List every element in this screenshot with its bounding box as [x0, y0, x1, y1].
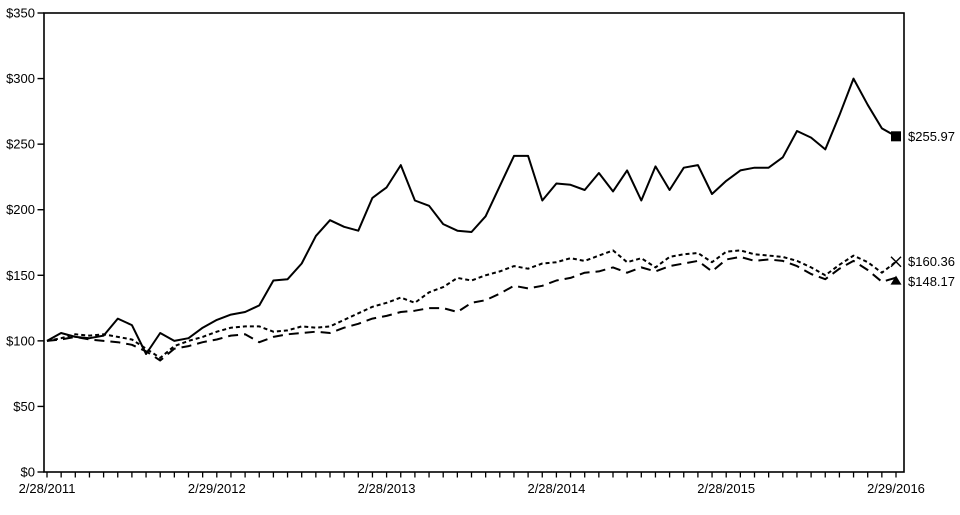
x-axis-label: 2/29/2012: [188, 481, 246, 496]
square-end-marker: [891, 131, 901, 142]
y-axis-label: $350: [6, 6, 35, 21]
x-axis-label: 2/28/2011: [19, 481, 76, 496]
long-dashed-line-series: [46, 255, 897, 362]
y-axis-label: $200: [6, 202, 35, 217]
y-axis-label: $0: [21, 465, 35, 480]
triangle-end-marker: [890, 275, 902, 285]
x-axis-label: 2/28/2013: [358, 481, 416, 496]
y-axis-label: $100: [6, 333, 35, 348]
y-axis-label: $300: [6, 71, 35, 86]
series-end-value-label: $148.17: [908, 274, 955, 289]
x-axis-label: 2/29/2016: [867, 481, 925, 496]
x-axis-label: 2/28/2015: [697, 481, 755, 496]
y-axis-label: $250: [6, 137, 35, 152]
x-axis-label: 2/28/2014: [527, 481, 585, 496]
plot-border: [43, 12, 905, 473]
x-end-marker: [890, 256, 902, 268]
series-end-value-label: $160.36: [908, 254, 955, 269]
y-axis-label: $150: [6, 268, 35, 283]
y-axis-label: $50: [13, 399, 35, 414]
series-end-value-label: $255.97: [908, 129, 955, 144]
solid-line-series: [46, 77, 897, 355]
